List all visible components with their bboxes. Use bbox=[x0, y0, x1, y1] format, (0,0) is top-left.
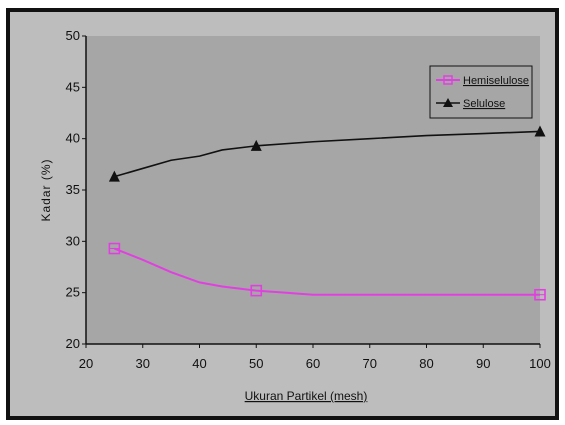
y-tick-label: 35 bbox=[66, 182, 80, 197]
legend-label-hemiselulose: Hemiselulose bbox=[463, 75, 529, 87]
data-point-selulose bbox=[108, 170, 120, 182]
y-tick-label: 50 bbox=[66, 28, 80, 43]
legend-box bbox=[429, 65, 533, 119]
x-ticks: 20 30 40 50 60 70 80 90 100 bbox=[79, 344, 551, 371]
x-tick-label: 60 bbox=[306, 356, 320, 371]
x-tick-label: 70 bbox=[363, 356, 377, 371]
y-tick-label: 20 bbox=[66, 336, 80, 351]
series-line-hemiselulose bbox=[114, 247, 540, 296]
legend-marker-hemiselulose bbox=[443, 75, 453, 85]
legend-label-selulose: Selulose bbox=[463, 98, 505, 110]
data-point-selulose bbox=[250, 139, 262, 151]
x-tick-label: 80 bbox=[419, 356, 433, 371]
data-point-selulose bbox=[534, 125, 546, 137]
x-tick-label: 40 bbox=[192, 356, 206, 371]
legend-marker-selulose bbox=[443, 98, 453, 107]
x-tick-label: 30 bbox=[136, 356, 150, 371]
y-tick-label: 45 bbox=[66, 79, 80, 94]
x-tick-label: 100 bbox=[529, 356, 551, 371]
y-tick-label: 30 bbox=[66, 233, 80, 248]
legend: Hemiselulose Selulose bbox=[429, 65, 533, 119]
series-line-selulose bbox=[114, 130, 541, 178]
y-tick-label: 25 bbox=[66, 285, 80, 300]
x-tick-label: 50 bbox=[249, 356, 263, 371]
x-tick-label: 20 bbox=[79, 356, 93, 371]
y-axis-label: Kadar (%) bbox=[39, 158, 53, 221]
x-tick-label: 90 bbox=[476, 356, 490, 371]
series-layer bbox=[108, 125, 546, 301]
y-ticks: 20 25 30 35 40 45 50 bbox=[66, 28, 86, 351]
y-tick-label: 40 bbox=[66, 131, 80, 146]
x-axis-label: Ukuran Partikel (mesh) bbox=[245, 389, 368, 403]
